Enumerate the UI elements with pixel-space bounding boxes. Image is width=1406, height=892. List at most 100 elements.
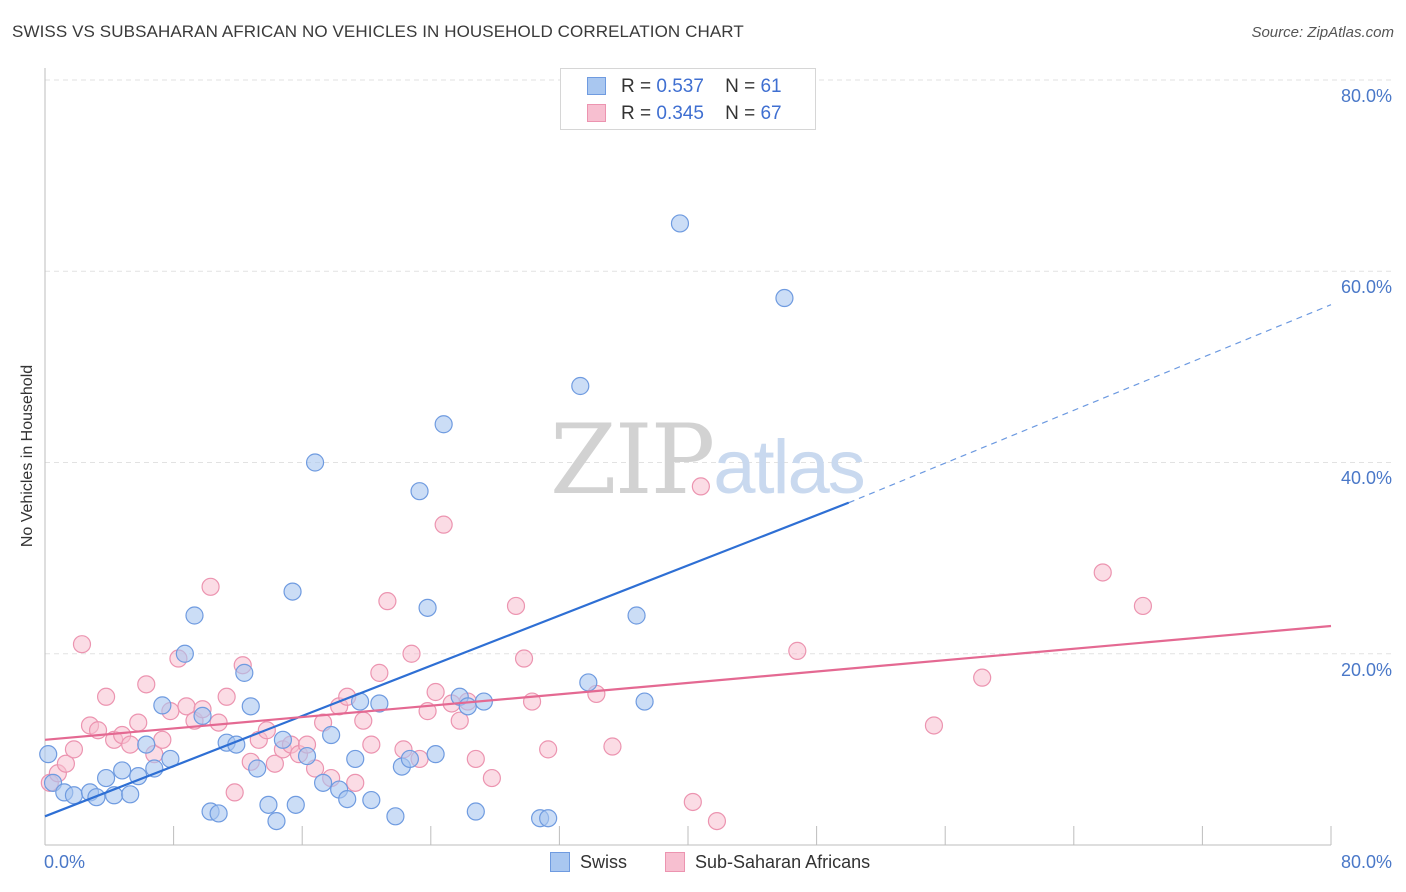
subsaharan-point-44 bbox=[402, 644, 421, 663]
subsaharan-point-12 bbox=[137, 675, 156, 694]
subsaharan-point-22 bbox=[217, 687, 236, 706]
x-tick-label-min: 0.0% bbox=[44, 852, 86, 872]
legend-item-swiss[interactable]: Swiss bbox=[550, 852, 627, 873]
swiss-point-28 bbox=[283, 582, 302, 601]
subsaharan-point-3 bbox=[64, 740, 84, 759]
subsaharan-point-7 bbox=[96, 687, 116, 706]
subsaharan-legend-swatch bbox=[665, 852, 685, 872]
subsaharan-point-41 bbox=[370, 663, 389, 682]
swiss-trendline-extension bbox=[848, 304, 1332, 504]
subsaharan-point-54 bbox=[506, 596, 526, 616]
swiss-point-55 bbox=[627, 606, 646, 625]
subsaharan-point-64 bbox=[924, 716, 944, 735]
swiss-point-3 bbox=[64, 786, 84, 805]
swiss-point-58 bbox=[775, 288, 794, 308]
subsaharan-point-52 bbox=[466, 749, 485, 769]
subsaharan-point-20 bbox=[201, 577, 220, 596]
swiss-point-25 bbox=[259, 795, 278, 814]
subsaharan-point-28 bbox=[265, 754, 284, 773]
chart-title: SWISS VS SUBSAHARAN AFRICAN NO VEHICLES … bbox=[12, 22, 744, 41]
swiss-point-6 bbox=[96, 768, 116, 788]
watermark-zip: ZIP bbox=[550, 404, 715, 516]
y-tick-label-80: 80.0% bbox=[1340, 86, 1392, 106]
swiss-point-39 bbox=[370, 694, 389, 713]
subsaharan-point-4 bbox=[72, 635, 92, 654]
swiss-point-42 bbox=[400, 749, 420, 769]
subsaharan-point-39 bbox=[354, 711, 373, 730]
subsaharan-legend-label: Sub-Saharan Africans bbox=[695, 852, 871, 872]
swiss-legend-swatch bbox=[550, 852, 570, 872]
y-axis-label: No Vehicles in Household bbox=[19, 364, 36, 548]
swiss-point-8 bbox=[113, 761, 132, 780]
subsaharan-n-label: N = bbox=[725, 103, 756, 124]
swiss-r-value: 0.537 bbox=[656, 76, 704, 97]
subsaharan-point-47 bbox=[426, 682, 445, 702]
swiss-r-label: R = bbox=[621, 76, 652, 97]
swiss-trendline bbox=[44, 501, 850, 818]
swiss-swatch bbox=[587, 77, 606, 95]
swiss-point-16 bbox=[185, 606, 204, 625]
subsaharan-point-67 bbox=[1133, 596, 1153, 616]
subsaharan-r-label: R = bbox=[621, 103, 652, 124]
subsaharan-swatch bbox=[587, 104, 606, 122]
swiss-point-45 bbox=[426, 745, 445, 764]
watermark: ZIPatlas bbox=[550, 404, 866, 516]
swiss-point-30 bbox=[297, 746, 317, 766]
subsaharan-point-59 bbox=[603, 737, 622, 756]
subsaharan-point-40 bbox=[362, 735, 381, 754]
subsaharan-point-60 bbox=[683, 792, 702, 812]
swiss-point-57 bbox=[670, 214, 690, 233]
swiss-point-11 bbox=[137, 735, 156, 754]
subsaharan-point-62 bbox=[707, 811, 727, 831]
subsaharan-point-21 bbox=[209, 713, 228, 732]
swiss-point-17 bbox=[193, 706, 212, 726]
swiss-point-29 bbox=[286, 795, 305, 814]
swiss-point-0 bbox=[39, 745, 58, 764]
swiss-point-56 bbox=[635, 692, 654, 711]
swiss-point-27 bbox=[273, 730, 293, 749]
subsaharan-r-value: 0.345 bbox=[656, 103, 704, 124]
swiss-point-9 bbox=[121, 785, 140, 804]
subsaharan-point-53 bbox=[482, 768, 501, 788]
subsaharan-point-63 bbox=[788, 641, 807, 660]
subsaharan-point-61 bbox=[691, 477, 710, 496]
subsaharan-point-38 bbox=[346, 773, 365, 792]
y-tick-label-60: 60.0% bbox=[1340, 277, 1392, 297]
swiss-point-35 bbox=[338, 789, 357, 809]
swiss-point-52 bbox=[539, 809, 558, 828]
swiss-point-22 bbox=[235, 663, 254, 682]
swiss-point-44 bbox=[418, 598, 437, 617]
subsaharan-point-14 bbox=[153, 730, 172, 749]
subsaharan-point-57 bbox=[539, 740, 558, 759]
subsaharan-point-48 bbox=[434, 515, 453, 534]
subsaharan-point-55 bbox=[514, 649, 534, 668]
subsaharan-point-50 bbox=[450, 711, 469, 730]
swiss-point-24 bbox=[248, 759, 267, 778]
swiss-point-48 bbox=[458, 697, 477, 716]
stats-legend: R = 0.537 N = 61 R = 0.345 N = 67 bbox=[560, 68, 816, 130]
swiss-point-31 bbox=[305, 453, 325, 472]
swiss-point-26 bbox=[267, 811, 286, 831]
swiss-point-15 bbox=[175, 644, 194, 663]
subsaharan-trendline bbox=[44, 624, 1332, 741]
subsaharan-point-65 bbox=[973, 668, 992, 687]
swiss-point-32 bbox=[313, 773, 333, 792]
swiss-point-49 bbox=[466, 802, 485, 821]
y-tick-label-20: 20.0% bbox=[1340, 660, 1392, 680]
legend-item-subsaharan[interactable]: Sub-Saharan Africans bbox=[665, 852, 870, 873]
y-tick-label-40: 40.0% bbox=[1340, 468, 1392, 488]
subsaharan-point-10 bbox=[121, 735, 140, 754]
subsaharan-point-2 bbox=[56, 754, 75, 773]
swiss-point-54 bbox=[579, 673, 598, 692]
subsaharan-point-23 bbox=[225, 783, 244, 802]
x-tick-label-max: 80.0% bbox=[1340, 852, 1392, 872]
swiss-point-14 bbox=[153, 696, 172, 715]
swiss-point-43 bbox=[410, 482, 429, 501]
swiss-point-46 bbox=[434, 415, 453, 434]
subsaharan-point-11 bbox=[129, 713, 148, 732]
swiss-point-33 bbox=[322, 725, 341, 745]
swiss-point-19 bbox=[209, 804, 228, 823]
subsaharan-point-66 bbox=[1093, 563, 1112, 582]
swiss-point-40 bbox=[386, 807, 405, 826]
